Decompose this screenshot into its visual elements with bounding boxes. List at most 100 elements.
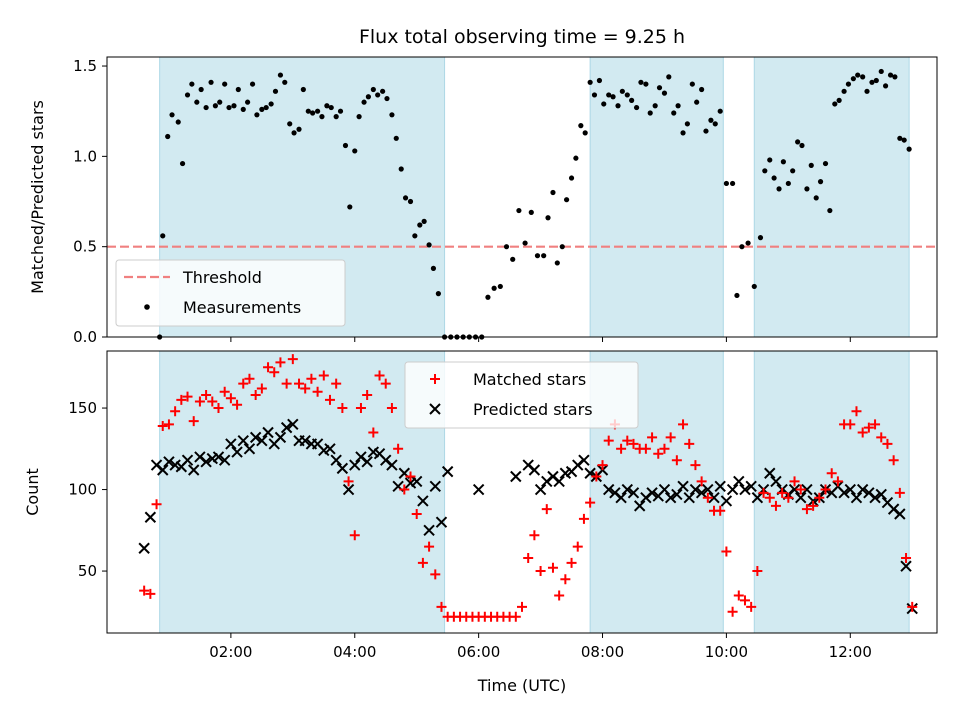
matched-star-marker [176,394,187,405]
measurement-point [790,168,796,174]
measurement-point [780,159,786,165]
predicted-star-marker [795,491,807,504]
predicted-star-marker [658,483,671,496]
measurement-point [873,77,879,84]
predicted-star-marker [627,487,640,499]
measurement-point [235,86,241,93]
measurement-point [762,168,768,174]
measurement-point [699,86,705,93]
predicted-star-marker [714,480,726,493]
measurement-point [249,81,256,87]
matched-star-marker [139,585,150,596]
measurement-point [352,148,358,154]
matched-star-marker [436,601,447,612]
predicted-star-marker [256,434,268,447]
matched-star-marker [758,487,769,498]
measurement-point [739,244,745,250]
measurement-point [545,215,551,221]
predicted-star-marker [361,456,373,468]
matched-star-marker [343,476,354,487]
measurement-point [212,103,218,109]
matched-star-marker [405,471,416,482]
matched-star-marker [764,492,775,503]
matched-star-marker [597,460,608,471]
predicted-star-marker [900,560,912,572]
measurement-point [892,74,898,80]
measurement-point [615,103,621,109]
matched-star-marker [529,530,540,541]
bottom-legend: Matched stars Predicted stars [404,361,639,429]
measurement-point [541,253,547,259]
predicted-star-marker [237,434,249,447]
predicted-star-marker [869,491,881,504]
matched-star-marker [826,468,837,479]
measurement-point [850,76,856,82]
matched-star-marker [318,370,329,381]
predicted-star-marker [441,465,454,478]
measurement-point [860,74,866,80]
measurement-point [347,204,353,210]
measurement-points [157,68,912,340]
predicted-star-marker [231,446,243,458]
legend-cross-marker [429,403,441,415]
predicted-star-marker [720,495,733,507]
predicted-star-marker [633,500,646,512]
matched-star-marker [640,443,651,454]
predicted-star-marker [349,459,361,471]
predicted-star-marker [751,491,764,504]
matched-star-marker [578,513,589,524]
predicted-star-marker [417,495,429,507]
predicted-star-marker [299,434,311,447]
measurement-point [380,88,386,94]
measurement-point [217,99,223,105]
measurement-point [771,175,777,181]
shaded-interval [159,350,446,634]
measurement-point [528,209,534,215]
measurement-point [582,130,588,136]
matched-star-marker [349,530,360,541]
matched-star-marker [857,427,868,438]
predicted-star-marker [671,488,683,501]
y-tick-label: 0.0 [73,328,97,346]
measurement-point [729,180,736,187]
predicted-star-marker [615,491,627,504]
matched-star-marker [882,438,893,449]
matched-star-marker [622,435,633,446]
measurement-point [287,121,293,127]
matched-star-marker [263,362,274,373]
predicted-star-marker [646,487,658,499]
predicted-star-marker [677,480,689,493]
measurement-point [254,112,260,118]
predicted-star-marker [218,454,231,466]
measurement-point [596,77,603,84]
matched-star-marker [727,606,738,617]
measurement-point [503,244,510,250]
matched-star-marker [386,403,397,414]
predicted-star-marker [875,488,887,501]
measurement-point [745,240,751,246]
predicted-star-marker [200,456,212,468]
predicted-star-marker [435,516,448,528]
predicted-star-marker [733,475,745,488]
measurement-point [606,92,612,98]
measurement-point [610,94,616,100]
matched-star-marker [770,500,781,511]
predicted-star-marker [603,483,615,496]
matched-star-marker [591,471,602,482]
measurement-point [799,142,805,149]
top-x-ticks [230,337,851,342]
measurement-point [578,123,584,129]
measurement-point [485,294,491,300]
y-tick-label: 50 [78,562,97,580]
matched-star-marker [170,406,181,417]
measurement-point [804,186,810,192]
matched-star-marker [659,443,670,454]
measurement-point [226,104,232,111]
measurement-point [277,72,284,78]
matched-star-marker [696,476,707,487]
measurement-point [864,88,870,94]
measurement-point [591,92,598,98]
matched-star-marker [684,438,695,449]
measurement-point [300,86,306,93]
